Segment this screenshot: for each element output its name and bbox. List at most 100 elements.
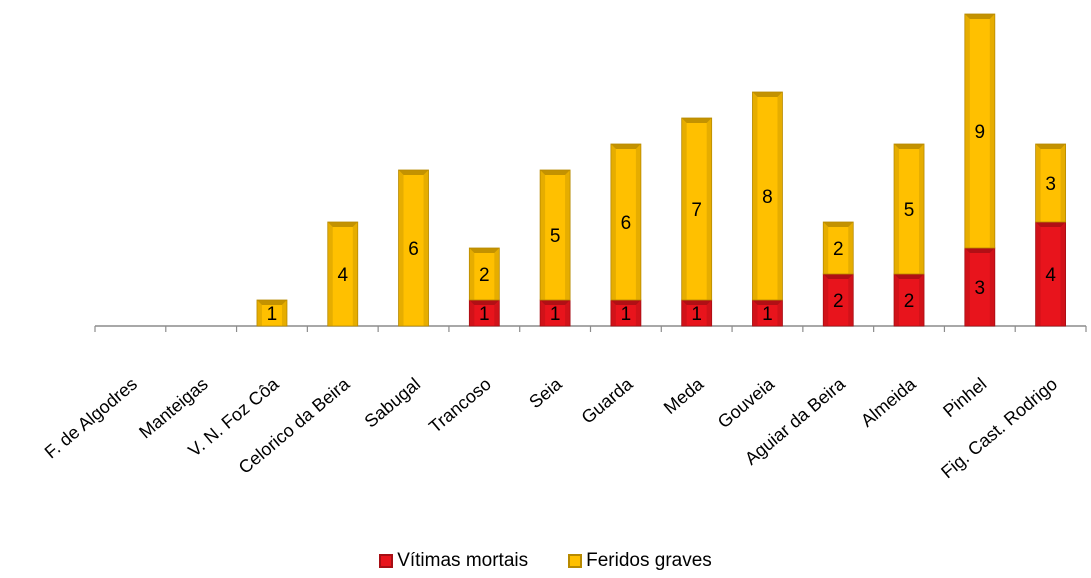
data-label: 1 (550, 304, 561, 325)
bar-bevel (327, 222, 333, 326)
bar-bevel (469, 248, 500, 253)
bar-bevel (706, 118, 712, 300)
chart-canvas: 1 4 6 1 2 1 5 1 6 1 7 1 8 2 2 2 5 3 9 4 3 F. de AlgodresMant… (41, 13, 1087, 482)
bar-bevel (540, 300, 571, 305)
bar-bevel (1035, 222, 1041, 326)
bar-bevel (681, 118, 712, 123)
bar-bevel (1035, 144, 1041, 222)
bar-bevel (1060, 222, 1066, 326)
bar-bevel (540, 170, 546, 300)
bar-bevel (894, 144, 925, 149)
bar-bevel (823, 274, 829, 326)
bar-bevel (848, 222, 854, 274)
x-tick-label: F. de Algodres (41, 374, 141, 463)
bar-bevel (469, 300, 475, 326)
data-label: 2 (904, 291, 915, 312)
bar-bevel (256, 300, 262, 326)
data-label: 1 (479, 304, 490, 325)
bar-bevel (494, 300, 500, 326)
data-label: 1 (267, 304, 278, 325)
bar-bevel (752, 92, 758, 300)
bar-bevel (752, 92, 783, 97)
x-tick-label: Gouveia (714, 373, 779, 432)
data-label: 2 (479, 265, 490, 286)
bar-bevel (752, 300, 758, 326)
bar-bevel (281, 300, 287, 326)
bar-feridos (539, 169, 571, 301)
bar-bevel (894, 144, 900, 274)
x-tick-label: Seia (525, 373, 566, 412)
bar-feridos (822, 221, 854, 275)
bar-bevel (964, 248, 970, 326)
x-tick-label: Trancoso (425, 374, 495, 437)
bar-bevel (256, 300, 287, 305)
bar-bevel (964, 14, 995, 19)
bar-bevel (1035, 222, 1066, 227)
x-tick-label: Fig. Cast. Rodrigo (937, 374, 1061, 483)
bar-bevel (823, 222, 829, 274)
bar-bevel (610, 300, 616, 326)
x-tick-label: Sabugal (361, 374, 424, 432)
bar-bevel (1035, 144, 1066, 149)
bar-bevel (964, 248, 995, 253)
bar-feridos (964, 13, 996, 249)
data-labels: 1 4 6 1 2 1 5 1 6 1 7 1 8 2 2 2 5 3 9 4 3 (267, 122, 1057, 325)
data-label: 4 (1045, 265, 1056, 286)
data-label: 5 (550, 226, 561, 247)
data-label: 2 (833, 291, 844, 312)
bar-bevel (635, 300, 641, 326)
bar-bevel (989, 248, 995, 326)
bar-bevel (848, 274, 854, 326)
bar-vitimas (1035, 221, 1067, 327)
bar-bevel (494, 248, 500, 300)
bar-feridos (752, 91, 783, 301)
data-label: 1 (691, 304, 702, 325)
bar-bevel (681, 118, 687, 300)
data-label: 5 (904, 200, 915, 221)
bar-feridos (681, 117, 713, 301)
data-label: 6 (621, 213, 632, 234)
bar-bevel (919, 144, 925, 274)
bars (256, 13, 1067, 327)
data-label: 3 (1045, 174, 1056, 195)
bar-bevel (681, 300, 687, 326)
x-tick-label: Meda (660, 373, 708, 418)
bar-bevel (989, 14, 995, 248)
data-label: 1 (621, 304, 632, 325)
bar-bevel (610, 300, 641, 305)
bar-bevel (706, 300, 712, 326)
bar-vitimas (893, 273, 925, 327)
data-label: 4 (337, 265, 348, 286)
bar-bevel (398, 170, 404, 326)
bar-bevel (681, 300, 712, 305)
bar-vitimas (822, 273, 854, 327)
bar-bevel (823, 274, 854, 279)
legend-label-feridos: Feridos graves (586, 550, 712, 571)
legend: Vítimas mortais Feridos graves (0, 550, 1091, 572)
bar-feridos (1035, 143, 1067, 223)
data-label: 2 (833, 239, 844, 260)
bar-bevel (327, 222, 358, 227)
legend-item-feridos: Feridos graves (568, 550, 712, 572)
data-label: 3 (975, 278, 986, 299)
bar-bevel (777, 92, 783, 300)
data-label: 7 (691, 200, 702, 221)
x-tick-label: Guarda (578, 373, 638, 428)
bar-bevel (1060, 144, 1066, 222)
bar-bevel (540, 300, 546, 326)
bar-bevel (964, 14, 970, 248)
legend-swatch-vitimas (379, 554, 394, 568)
bar-bevel (823, 222, 854, 227)
data-label: 9 (975, 122, 986, 143)
bar-bevel (752, 300, 783, 305)
bar-bevel (469, 248, 475, 300)
bar-bevel (610, 144, 641, 149)
bar-bevel (777, 300, 783, 326)
bar-bevel (540, 170, 571, 175)
x-axis (94, 325, 1087, 332)
bar-bevel (565, 170, 571, 300)
bar-bevel (635, 144, 641, 300)
bar-feridos (468, 247, 500, 301)
legend-item-vitimas: Vítimas mortais (379, 550, 528, 572)
